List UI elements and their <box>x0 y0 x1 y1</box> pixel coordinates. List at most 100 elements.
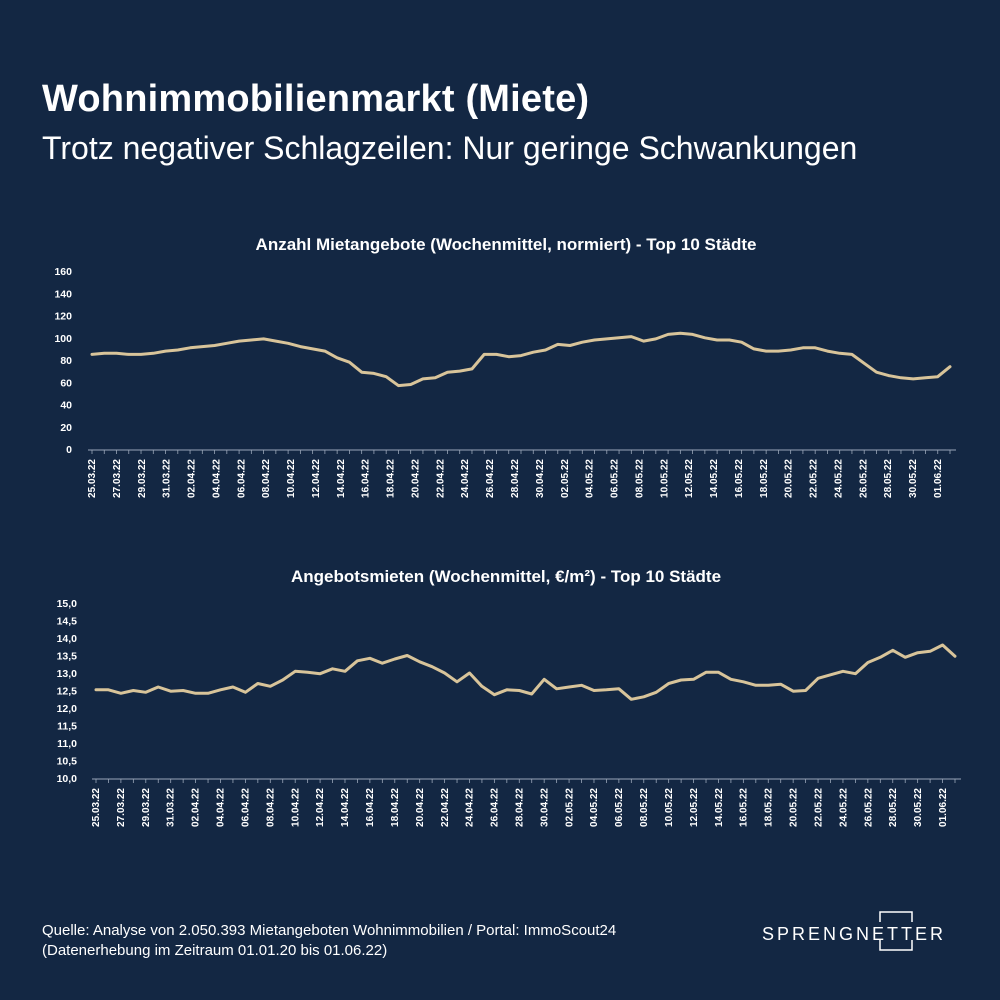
x-tick-label: 10.05.22 <box>659 459 670 498</box>
x-tick-label: 24.04.22 <box>465 788 476 827</box>
y-tick-label: 80 <box>60 355 72 367</box>
x-tick-label: 26.05.22 <box>858 459 869 498</box>
x-tick-label: 08.04.22 <box>265 788 276 827</box>
y-tick-label: 160 <box>54 266 72 278</box>
x-tick-label: 26.05.22 <box>863 788 874 827</box>
y-tick-label: 12,5 <box>57 686 78 698</box>
y-tick-label: 14,5 <box>57 616 78 628</box>
series-line <box>90 331 952 388</box>
y-tick-label: 10,0 <box>57 773 78 785</box>
x-tick-label: 27.03.22 <box>112 459 123 498</box>
x-tick-label: 12.04.22 <box>315 788 326 827</box>
x-tick-label: 18.04.22 <box>386 459 397 498</box>
x-tick-label: 27.03.22 <box>116 788 127 827</box>
x-tick-label: 31.03.22 <box>162 459 173 498</box>
x-tick-label: 26.04.22 <box>485 459 496 498</box>
x-tick-label: 20.04.22 <box>410 459 421 498</box>
x-tick-label: 20.05.22 <box>789 788 800 827</box>
x-tick-label: 04.05.22 <box>589 788 600 827</box>
y-tick-label: 60 <box>60 377 72 389</box>
x-tick-label: 08.05.22 <box>639 788 650 827</box>
y-tick-label: 40 <box>60 400 72 412</box>
x-tick-label: 30.05.22 <box>913 788 924 827</box>
x-tick-label: 31.03.22 <box>166 788 177 827</box>
x-tick-label: 14.04.22 <box>340 788 351 827</box>
x-tick-label: 10.05.22 <box>664 788 675 827</box>
chart2-area: 10,0 10,5 11,0 11,5 12,0 12,5 13,0 13,5 14,0 14,5… <box>57 598 961 827</box>
y-tick-label: 140 <box>54 288 72 300</box>
source-note: Quelle: Analyse von 2.050.393 Mietangebo… <box>42 921 616 961</box>
x-tick-label: 08.04.22 <box>261 459 272 498</box>
x-tick-label: 01.06.22 <box>938 788 949 827</box>
x-tick-label: 14.05.22 <box>714 788 725 827</box>
chart2-title: Angebotsmieten (Wochenmittel, €/m²) - To… <box>291 567 721 586</box>
x-tick-label: 24.04.22 <box>460 459 471 498</box>
source-line-1: Quelle: Analyse von 2.050.393 Mietangebo… <box>42 922 617 939</box>
x-tick-label: 12.05.22 <box>689 788 700 827</box>
x-tick-label: 29.03.22 <box>137 459 148 498</box>
x-tick-label: 18.05.22 <box>764 788 775 827</box>
y-tick-label: 12,0 <box>57 703 78 715</box>
x-tick-label: 08.05.22 <box>634 459 645 498</box>
x-tick-label: 02.05.22 <box>560 459 571 498</box>
x-tick-label: 20.04.22 <box>415 788 426 827</box>
page-title: Wohnimmobilienmarkt (Miete) <box>42 78 590 120</box>
sprengnetter-logo: SPRENGNETTER <box>762 910 947 952</box>
x-tick-label: 04.04.22 <box>211 459 222 498</box>
x-tick-label: 28.04.22 <box>515 788 526 827</box>
x-tick-label: 24.05.22 <box>833 459 844 498</box>
y-tick-label: 11,5 <box>57 721 77 733</box>
y-tick-label: 100 <box>54 333 72 345</box>
x-tick-label: 22.05.22 <box>809 459 820 498</box>
x-tick-label: 01.06.22 <box>933 459 944 498</box>
y-tick-label: 120 <box>54 311 72 323</box>
y-tick-label: 13,0 <box>57 668 78 680</box>
x-tick-label: 29.03.22 <box>141 788 152 827</box>
x-tick-label: 12.04.22 <box>311 459 322 498</box>
x-tick-label: 06.05.22 <box>614 788 625 827</box>
x-tick-label: 25.03.22 <box>91 788 102 827</box>
x-tick-label: 16.05.22 <box>734 459 745 498</box>
x-tick-label: 06.05.22 <box>610 459 621 498</box>
x-tick-label: 20.05.22 <box>784 459 795 498</box>
x-tick-label: 04.05.22 <box>585 459 596 498</box>
x-tick-label: 28.04.22 <box>510 459 521 498</box>
x-tick-label: 06.04.22 <box>240 788 251 827</box>
page-subtitle: Trotz negativer Schlagzeilen: Nur gering… <box>42 130 858 166</box>
x-tick-label: 04.04.22 <box>216 788 227 827</box>
x-tick-label: 16.05.22 <box>739 788 750 827</box>
x-tick-label: 28.05.22 <box>888 788 899 827</box>
x-tick-label: 16.04.22 <box>365 788 376 827</box>
chart1-area: 0 20 40 60 80 100 120 140 160 25.03.22 27.03.22 29.… <box>54 266 956 498</box>
x-tick-label: 25.03.22 <box>87 459 98 498</box>
x-tick-label: 24.05.22 <box>838 788 849 827</box>
x-tick-label: 30.04.22 <box>539 788 550 827</box>
logo-wordmark: SPRENGNETTER <box>762 924 947 944</box>
x-tick-label: 18.05.22 <box>759 459 770 498</box>
x-tick-label: 22.05.22 <box>813 788 824 827</box>
x-tick-label: 02.05.22 <box>564 788 575 827</box>
x-tick-label: 18.04.22 <box>390 788 401 827</box>
x-tick-label: 06.04.22 <box>236 459 247 498</box>
x-tick-label: 14.05.22 <box>709 459 720 498</box>
x-tick-label: 02.04.22 <box>187 459 198 498</box>
x-tick-label: 14.04.22 <box>336 459 347 498</box>
x-tick-label: 10.04.22 <box>290 788 301 827</box>
x-tick-label: 22.04.22 <box>440 788 451 827</box>
x-tick-label: 10.04.22 <box>286 459 297 498</box>
y-tick-label: 11,0 <box>57 738 77 750</box>
y-tick-label: 0 <box>66 444 72 456</box>
y-tick-label: 14,0 <box>57 633 78 645</box>
x-tick-label: 30.04.22 <box>535 459 546 498</box>
x-tick-label: 28.05.22 <box>883 459 894 498</box>
x-tick-label: 16.04.22 <box>361 459 372 498</box>
series-line <box>94 643 957 701</box>
y-tick-label: 13,5 <box>57 651 78 663</box>
x-tick-label: 26.04.22 <box>490 788 501 827</box>
logo-bracket-icon <box>879 911 913 951</box>
x-tick-label: 02.04.22 <box>191 788 202 827</box>
y-tick-label: 20 <box>60 422 72 434</box>
x-tick-label: 22.04.22 <box>435 459 446 498</box>
y-tick-label: 15,0 <box>57 598 78 610</box>
